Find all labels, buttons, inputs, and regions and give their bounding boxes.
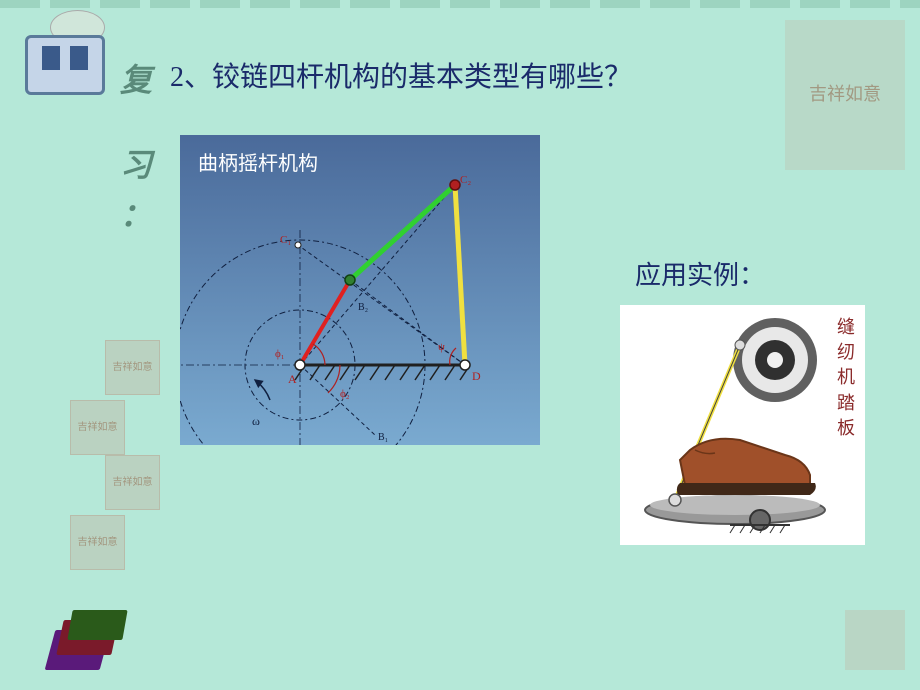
side-label-2: 习	[120, 140, 152, 186]
question-text: 2、铰链四杆机构的基本类型有哪些？	[170, 55, 632, 95]
label-b2: B₂	[358, 302, 368, 313]
diagram-svg: A D C₂ C₁ B₁ B₂ ϕ₁ ϕ₂ ψ ω	[180, 135, 540, 445]
stamp-icon: 吉祥如意	[105, 340, 160, 395]
ground-hatching	[295, 365, 470, 380]
trajectory-circle-big	[180, 240, 425, 445]
shoe-upper	[680, 439, 810, 485]
joint-d	[460, 360, 470, 370]
rod-joint-top	[735, 340, 745, 350]
side-label-1: 复	[120, 55, 152, 101]
mechanism-diagram: 曲柄摇杆机构	[180, 135, 540, 445]
label-c2: C₂	[460, 174, 471, 186]
dashed-line-4	[350, 280, 465, 365]
label-phi2: ϕ₂	[340, 388, 350, 400]
joint-b	[345, 275, 355, 285]
example-label: 应用实例：	[635, 255, 765, 292]
omega-arc	[255, 380, 270, 400]
shoe-sole	[677, 483, 816, 495]
dashed-line-3	[300, 365, 375, 435]
example-image: 缝纫机踏板	[620, 305, 865, 545]
side-label-3: ：	[120, 190, 152, 236]
label-c1: C₁	[280, 234, 291, 246]
label-d: D	[472, 369, 481, 383]
stamp-icon-large: 吉祥如意	[785, 20, 905, 170]
coupler-link	[350, 185, 455, 280]
label-b1: B₁	[378, 432, 388, 443]
label-a: A	[288, 372, 297, 386]
joint-c1	[295, 242, 301, 248]
label-psi: ψ	[438, 341, 445, 353]
stamp-icon: 吉祥如意	[70, 400, 125, 455]
top-border	[0, 0, 920, 8]
crank-link	[300, 280, 350, 365]
stamp-icon: 吉祥如意	[70, 515, 125, 570]
rocker-link	[455, 185, 465, 365]
label-phi1: ϕ₁	[275, 348, 285, 360]
example-caption: 缝纫机踏板	[837, 315, 857, 441]
books-icon	[50, 600, 130, 670]
stamp-icon: 吉祥如意	[105, 455, 160, 510]
wheel-center	[767, 352, 783, 368]
computer-icon	[25, 35, 115, 115]
rod-joint-bottom	[669, 494, 681, 506]
sewing-pedal-svg	[620, 305, 865, 545]
pedal-pivot	[750, 510, 770, 530]
dashed-line-1	[300, 185, 455, 365]
label-omega: ω	[252, 414, 260, 428]
seal-icon	[845, 610, 905, 670]
joint-c	[450, 180, 460, 190]
joint-a	[295, 360, 305, 370]
angle-arc-phi2	[328, 365, 340, 393]
